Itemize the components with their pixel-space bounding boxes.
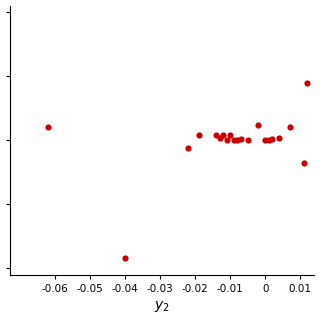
Point — [245, 138, 250, 143]
Point — [186, 145, 191, 150]
Point — [235, 138, 240, 143]
Point — [263, 138, 268, 143]
Point — [270, 136, 275, 141]
X-axis label: $y_2$: $y_2$ — [154, 300, 170, 315]
Point — [256, 122, 261, 127]
Point — [196, 132, 201, 138]
Point — [224, 138, 229, 143]
Point — [231, 138, 236, 143]
Point — [277, 135, 282, 140]
Point — [301, 161, 307, 166]
Point — [305, 80, 310, 85]
Point — [238, 136, 244, 141]
Point — [266, 138, 271, 143]
Point — [228, 132, 233, 138]
Point — [123, 256, 128, 261]
Point — [214, 132, 219, 138]
Point — [221, 132, 226, 138]
Point — [46, 125, 51, 130]
Point — [217, 135, 222, 140]
Point — [287, 125, 292, 130]
